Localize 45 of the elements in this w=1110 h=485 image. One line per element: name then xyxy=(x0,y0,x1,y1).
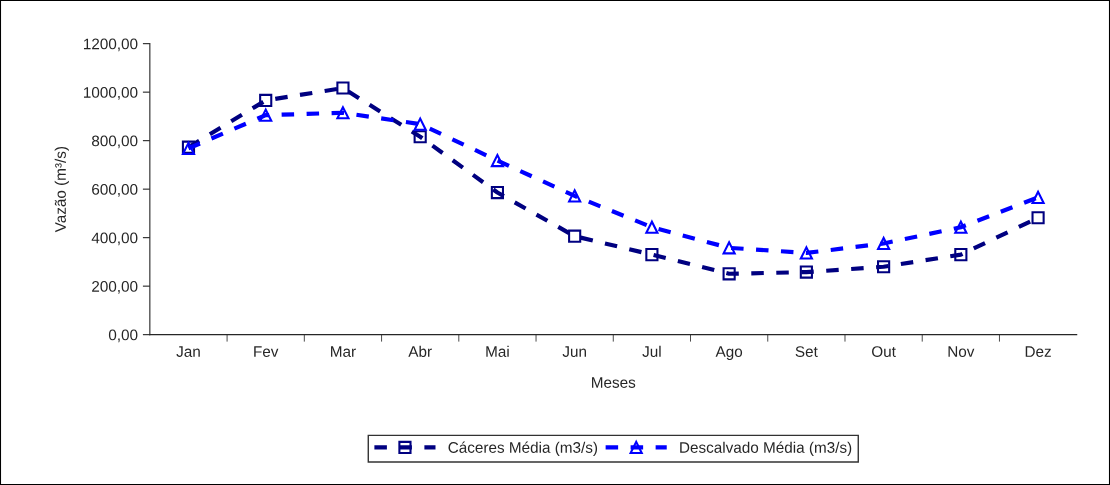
y-tick-label: 600,00 xyxy=(92,184,138,197)
point xyxy=(722,241,736,255)
x-tick-label: Jan xyxy=(176,346,200,357)
y-tick-label: 800,00 xyxy=(91,135,138,149)
point xyxy=(336,106,350,120)
point xyxy=(259,93,273,107)
x-tick-label: Ago xyxy=(715,346,743,360)
x-tick-label: Set xyxy=(795,346,818,357)
x-tick-label: Jul xyxy=(642,345,661,357)
y-tick-label: 1000,00 xyxy=(83,87,138,100)
legend-label: Cáceres Média (m3/s) xyxy=(448,441,598,456)
point xyxy=(413,117,427,131)
x-tick-label: Mai xyxy=(486,345,509,357)
point xyxy=(799,265,813,279)
x-tick-label: Dez xyxy=(1025,346,1051,357)
point xyxy=(877,260,891,274)
point xyxy=(1031,190,1045,204)
legend-label: Descalvado Média (m3/s) xyxy=(680,441,852,456)
point xyxy=(1031,211,1045,225)
x-tick-label: Abr xyxy=(408,345,432,357)
y-axis-title: Vazão (m³/s) xyxy=(54,146,69,233)
x-tick-label: Nov xyxy=(948,346,975,357)
point xyxy=(954,220,968,234)
point xyxy=(877,236,891,251)
point xyxy=(954,248,968,262)
point xyxy=(568,229,582,243)
y-tick-label: 400,00 xyxy=(91,232,138,246)
point xyxy=(799,246,813,260)
x-tick-label: Out xyxy=(872,346,896,357)
x-axis-title: Meses xyxy=(592,377,636,388)
point xyxy=(259,108,273,122)
point xyxy=(568,189,582,203)
x-tick-label: Fev xyxy=(254,346,279,357)
point xyxy=(490,185,505,200)
point xyxy=(336,81,350,95)
point xyxy=(645,220,659,234)
point xyxy=(645,248,659,262)
point xyxy=(413,130,427,144)
point xyxy=(722,267,736,281)
x-tick-label: Jun xyxy=(562,346,586,357)
y-tick-label: 1200,00 xyxy=(83,38,138,52)
y-tick-label: 200,00 xyxy=(92,281,138,294)
x-tick-label: Mar xyxy=(331,346,356,357)
point xyxy=(490,153,505,168)
y-tick-label: 0,00 xyxy=(108,329,138,343)
